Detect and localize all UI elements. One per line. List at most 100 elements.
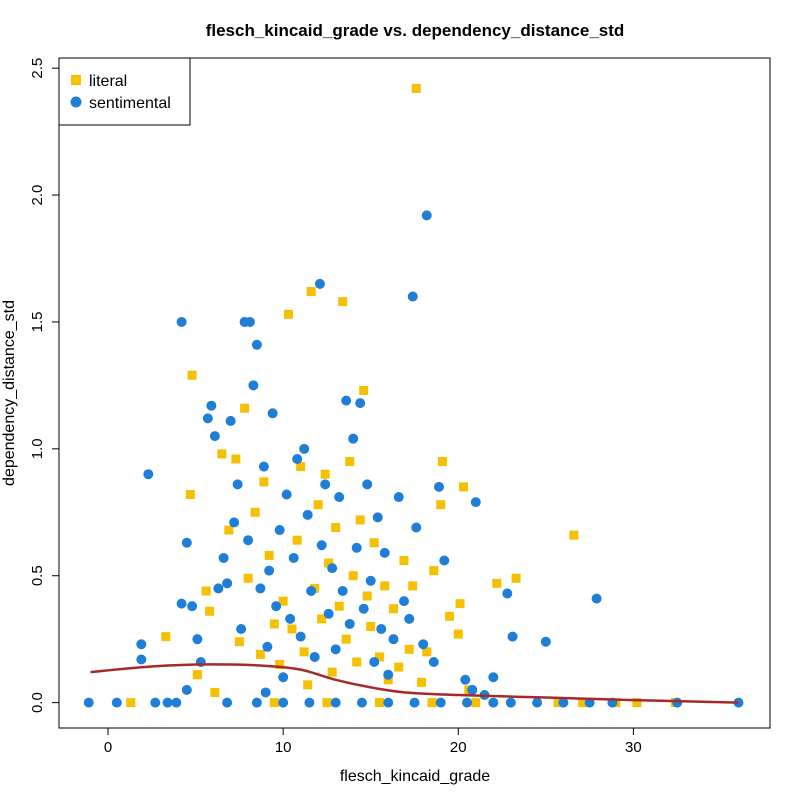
point-sentimental	[418, 639, 429, 650]
point-literal	[161, 632, 171, 642]
point-literal	[334, 601, 344, 611]
legend-marker-sentimental	[70, 96, 82, 108]
point-sentimental	[409, 697, 420, 708]
y-tick-label: 1.0	[29, 438, 46, 459]
point-sentimental	[411, 522, 422, 533]
point-sentimental	[309, 651, 320, 662]
point-literal	[417, 677, 427, 687]
point-literal	[366, 621, 376, 631]
point-sentimental	[274, 525, 285, 536]
point-literal	[306, 286, 316, 296]
point-literal	[445, 611, 455, 621]
point-sentimental	[251, 339, 262, 350]
point-literal	[243, 573, 253, 583]
point-sentimental	[532, 697, 543, 708]
point-sentimental	[243, 535, 254, 546]
point-sentimental	[222, 697, 233, 708]
point-sentimental	[421, 210, 432, 221]
point-sentimental	[136, 654, 147, 665]
point-literal	[399, 556, 409, 565]
point-sentimental	[330, 697, 341, 708]
point-sentimental	[314, 278, 325, 289]
point-sentimental	[267, 408, 278, 419]
point-sentimental	[383, 697, 394, 708]
point-literal	[411, 83, 421, 93]
point-literal	[269, 619, 279, 629]
point-sentimental	[285, 613, 296, 624]
point-literal	[380, 581, 390, 591]
point-sentimental	[258, 461, 269, 472]
legend: literal sentimental	[58, 57, 191, 126]
point-literal	[126, 698, 136, 708]
point-sentimental	[434, 481, 445, 492]
point-literal	[369, 538, 379, 548]
point-sentimental	[206, 400, 217, 411]
point-sentimental	[460, 674, 471, 685]
point-sentimental	[358, 603, 369, 614]
legend-marker-literal	[71, 75, 81, 85]
trend-line	[90, 663, 739, 704]
point-sentimental	[404, 613, 415, 624]
point-sentimental	[209, 431, 220, 442]
point-literal	[283, 309, 293, 319]
point-literal	[388, 604, 398, 614]
point-sentimental	[505, 697, 516, 708]
point-sentimental	[295, 631, 306, 642]
point-sentimental	[304, 697, 315, 708]
point-sentimental	[171, 697, 182, 708]
point-sentimental	[150, 697, 161, 708]
point-literal	[341, 634, 351, 644]
point-literal	[438, 457, 448, 467]
x-tick-label: 30	[625, 739, 642, 756]
point-sentimental	[316, 540, 327, 551]
point-literal	[459, 482, 469, 492]
point-sentimental	[341, 395, 352, 406]
point-sentimental	[143, 469, 154, 480]
point-sentimental	[388, 634, 399, 645]
legend-label-sentimental: sentimental	[89, 95, 171, 112]
point-sentimental	[507, 631, 518, 642]
point-literal	[374, 698, 384, 708]
point-literal	[320, 469, 330, 479]
point-sentimental	[488, 672, 499, 683]
point-sentimental	[176, 316, 187, 327]
point-literal	[355, 515, 365, 525]
point-literal	[511, 573, 521, 583]
point-literal	[205, 606, 215, 616]
point-literal	[259, 477, 269, 487]
point-literal	[427, 698, 437, 708]
point-sentimental	[244, 316, 255, 327]
point-literal	[255, 649, 265, 659]
point-literal	[187, 370, 197, 380]
point-literal	[453, 629, 463, 639]
y-tick-label: 2.5	[29, 58, 46, 79]
point-sentimental	[398, 596, 409, 607]
chart-title: flesch_kincaid_grade vs. dependency_dist…	[206, 21, 625, 40]
point-literal	[408, 581, 418, 591]
point-sentimental	[302, 509, 313, 520]
point-sentimental	[278, 697, 289, 708]
point-sentimental	[435, 697, 446, 708]
point-sentimental	[236, 624, 247, 635]
point-sentimental	[271, 601, 282, 612]
point-literal	[313, 500, 323, 510]
y-axis: 0.0 0.5 1.0 1.5 2.0 2.5	[29, 58, 60, 713]
y-tick-label: 2.0	[29, 185, 46, 206]
point-sentimental	[288, 552, 299, 563]
point-sentimental	[372, 512, 383, 523]
point-literal	[240, 403, 250, 413]
point-literal	[348, 571, 358, 581]
point-sentimental	[351, 542, 362, 553]
point-sentimental	[111, 697, 122, 708]
point-sentimental	[181, 684, 192, 695]
point-literal	[296, 462, 306, 472]
point-sentimental	[260, 687, 271, 698]
point-sentimental	[356, 697, 367, 708]
point-sentimental	[488, 697, 499, 708]
point-sentimental	[299, 443, 310, 454]
point-sentimental	[218, 552, 229, 563]
point-literal	[359, 385, 369, 395]
point-sentimental	[162, 697, 173, 708]
point-literal	[569, 530, 579, 540]
point-sentimental	[181, 537, 192, 548]
